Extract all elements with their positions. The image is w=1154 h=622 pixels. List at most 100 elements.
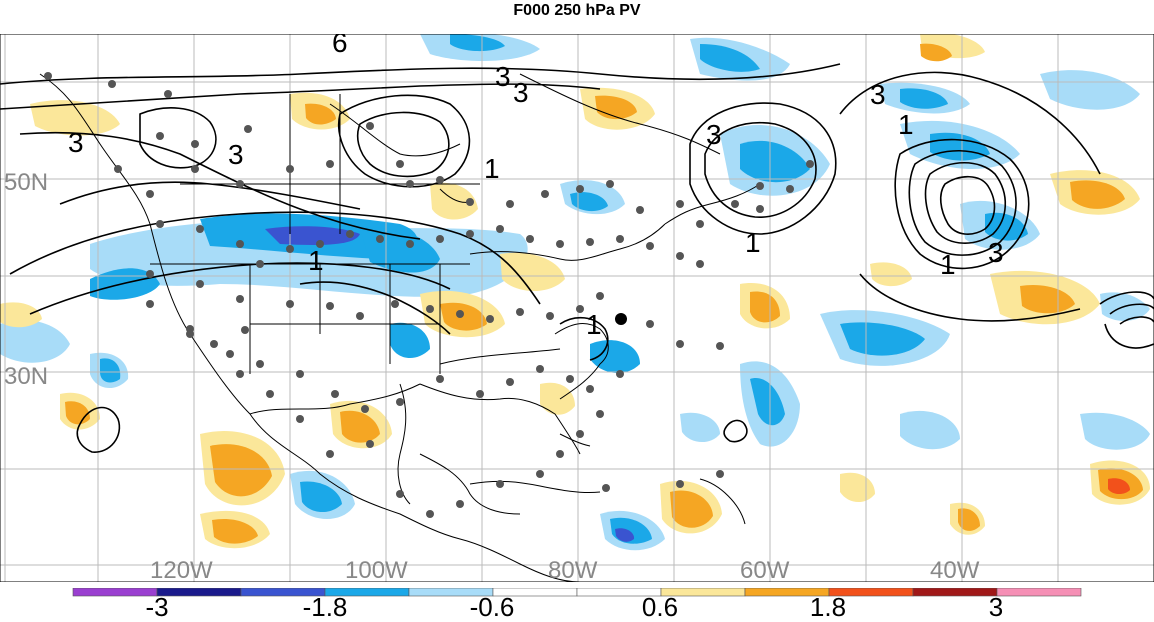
colorbar-tick: 0.6 (641, 592, 679, 622)
station-dot (806, 160, 814, 168)
station-dot (696, 220, 704, 228)
station-dot (196, 280, 204, 288)
colorbar (72, 588, 1082, 597)
colorbar-tick: 1.8 (809, 592, 847, 622)
station-dot (226, 350, 234, 358)
station-dot (516, 308, 524, 316)
station-dot (731, 200, 739, 208)
station-dot (366, 440, 374, 448)
station-dot (396, 160, 404, 168)
station-dot (676, 480, 684, 488)
station-dot (756, 205, 764, 213)
station-dot (316, 240, 324, 248)
station-dot (244, 125, 252, 133)
contour-label: 3 (988, 237, 1004, 268)
station-dot (346, 230, 354, 238)
lon-labels: 120W 100W 80W 60W 40W (150, 557, 980, 582)
station-dot (476, 390, 484, 398)
station-dot (606, 180, 614, 188)
colorbar-tick: -3 (145, 592, 169, 622)
station-dot (526, 235, 534, 243)
colorbar-tick: -1.8 (302, 592, 348, 622)
station-dot (556, 240, 564, 248)
lon-label: 60W (740, 557, 790, 582)
station-dot (156, 132, 164, 140)
station-dot (164, 90, 172, 98)
station-dot (541, 190, 549, 198)
station-dot (376, 235, 384, 243)
station-dot (286, 245, 294, 253)
station-dot (436, 176, 444, 184)
station-dot (506, 378, 514, 386)
contour-label: 3 (513, 77, 529, 108)
station-dot (156, 220, 164, 228)
station-dot (602, 484, 610, 492)
pv-map: 6 3 3 3 1 3 3 1 3 1 1 3 1 1 50N 30N 120W… (0, 34, 1154, 582)
station-dot (576, 185, 584, 193)
station-dot (696, 260, 704, 268)
graticule (0, 34, 1154, 582)
contour-label: 1 (484, 153, 500, 184)
station-dot (296, 415, 304, 423)
station-dot (586, 238, 594, 246)
station-dots (44, 72, 814, 518)
station-dot (466, 230, 474, 238)
station-dot (44, 72, 52, 80)
station-dot (436, 375, 444, 383)
lon-label: 120W (150, 557, 213, 582)
station-dot (676, 340, 684, 348)
contour-label: 3 (228, 139, 244, 170)
station-dot (326, 302, 334, 310)
coastlines (39, 73, 761, 582)
contour-label: 1 (745, 227, 761, 258)
station-dot (406, 180, 414, 188)
station-dot (396, 398, 404, 406)
colorbar-tick: -0.6 (469, 592, 515, 622)
station-dot (146, 270, 154, 278)
station-dot (646, 242, 654, 250)
station-dot (196, 225, 204, 233)
station-dot (676, 252, 684, 260)
station-dot (191, 140, 199, 148)
station-dot (466, 198, 474, 206)
station-dot (436, 235, 444, 243)
station-dot (366, 122, 374, 130)
station-dot (616, 370, 624, 378)
station-dot (426, 305, 434, 313)
contour-label: 3 (706, 119, 722, 150)
station-dot (331, 390, 339, 398)
station-dot (286, 165, 294, 173)
station-dot (616, 235, 624, 243)
station-dot (296, 370, 304, 378)
lat-labels: 50N 30N (4, 169, 48, 390)
station-dot (716, 470, 724, 478)
colorbar-swatch (156, 588, 242, 597)
station-dot (566, 375, 574, 383)
station-dot (236, 180, 244, 188)
station-dot (114, 165, 122, 173)
station-dot (596, 292, 604, 300)
station-dot (596, 410, 604, 418)
station-dot (456, 310, 464, 318)
station-dot (361, 405, 369, 413)
contour-label: 3 (870, 79, 886, 110)
station-dot (391, 300, 399, 308)
pv-contours (0, 63, 1154, 453)
station-dot (556, 450, 564, 458)
station-dot (716, 342, 724, 350)
contour-label: 1 (898, 109, 914, 140)
station-dot (546, 312, 554, 320)
station-dot (236, 295, 244, 303)
station-dot (236, 240, 244, 248)
station-dot (496, 225, 504, 233)
location-marker (615, 313, 627, 325)
station-dot (586, 385, 594, 393)
station-dot (186, 330, 194, 338)
colorbar-tick: 3 (988, 592, 1004, 622)
lat-label: 50N (4, 169, 48, 196)
contour-label: 1 (940, 249, 956, 280)
contour-label: 3 (495, 61, 511, 92)
station-dot (108, 80, 116, 88)
lat-label: 30N (4, 363, 48, 390)
station-dot (256, 260, 264, 268)
